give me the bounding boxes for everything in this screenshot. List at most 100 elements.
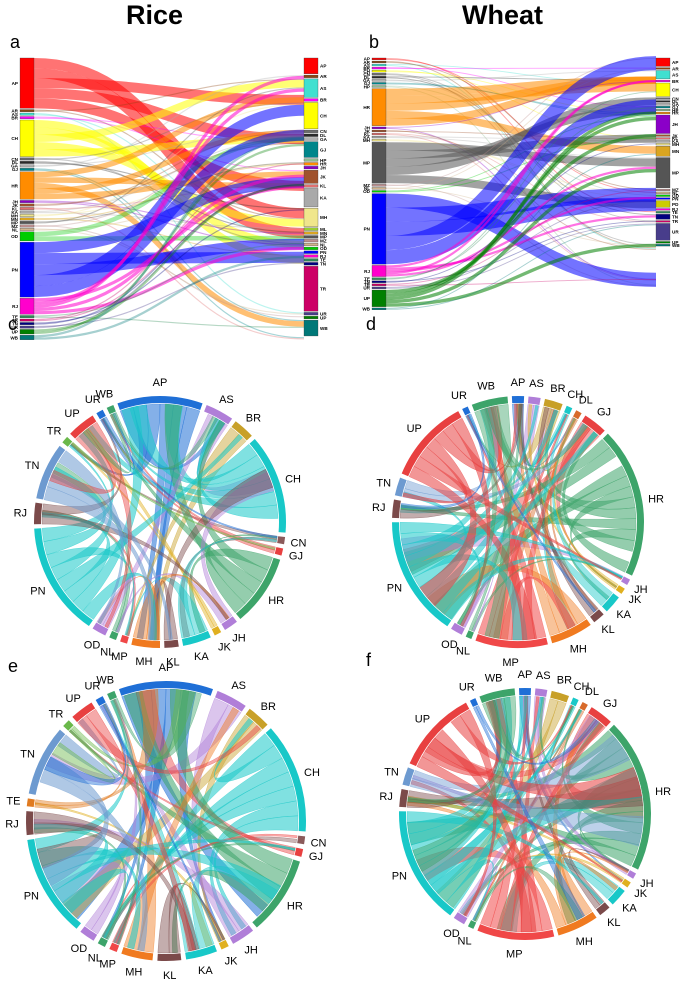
panel-letter-b: b	[369, 32, 379, 52]
node-left-tn	[371, 280, 387, 283]
node-label: KL	[364, 132, 370, 137]
chord-hr	[170, 688, 293, 874]
node-right-gj	[655, 106, 671, 109]
sector-tn	[402, 767, 415, 787]
node-left-mn	[19, 217, 35, 221]
sector-label: GJ	[597, 407, 611, 419]
sector-label: GJ	[309, 851, 323, 863]
node-label: UR	[672, 230, 679, 235]
node-label: TE	[12, 314, 18, 319]
node-right-mh	[303, 208, 319, 227]
chord-mp	[112, 833, 298, 944]
sector-label: CH	[285, 473, 301, 485]
rice-title: Rice	[126, 0, 184, 30]
chord-ur	[473, 706, 586, 921]
sector-as	[215, 690, 246, 712]
sector-label: CH	[574, 681, 590, 693]
chord-tn	[412, 734, 631, 793]
node-label: NL	[12, 227, 18, 232]
node-label: HR	[672, 111, 679, 116]
node-right-jk	[655, 134, 671, 137]
node-left-wb	[371, 307, 387, 310]
node-right-cn	[655, 97, 671, 100]
node-label: AR	[363, 60, 370, 65]
node-label: GJ	[364, 81, 371, 86]
sector-label: JK	[628, 594, 642, 606]
node-label: MN	[11, 217, 19, 222]
sector-jk	[621, 878, 631, 888]
sector-label: BR	[550, 383, 565, 395]
flow-rj	[33, 246, 305, 315]
node-label: OD	[672, 193, 680, 198]
sector-label: UP	[64, 408, 79, 420]
sector-hr	[235, 557, 281, 620]
sector-label: CN	[291, 538, 307, 550]
sector-ap	[118, 681, 214, 696]
node-right-ga	[655, 103, 671, 106]
flow-tr	[33, 163, 305, 321]
sector-label: NL	[456, 646, 470, 658]
sector-ka	[181, 630, 211, 646]
chord-jk	[527, 404, 617, 590]
sector-label: JK	[218, 641, 232, 653]
sankey-a: APARASBRCHCNDLGAGJHRJHJKKLKAMHMNMPMZNLOD…	[10, 57, 328, 340]
sector-rj	[34, 502, 43, 525]
sector-as	[534, 688, 548, 697]
chord-wb	[484, 404, 512, 639]
sector-label: JH	[232, 633, 246, 645]
sector-label: AS	[529, 378, 544, 390]
flow-pn	[385, 56, 657, 251]
node-right-kl	[655, 137, 671, 140]
node-right-mz	[303, 239, 319, 243]
flow-tn	[33, 184, 305, 325]
node-label: GA	[363, 78, 371, 83]
node-label: MN	[320, 231, 328, 236]
node-left-ar	[19, 109, 35, 112]
node-right-ar	[655, 67, 671, 70]
node-label: NL	[320, 242, 326, 247]
node-label: TR	[672, 219, 679, 224]
sector-label: UR	[84, 681, 100, 693]
sector-jh	[229, 925, 254, 944]
sector-label: PN	[24, 891, 39, 903]
node-right-nl	[655, 191, 671, 194]
node-label: UR	[320, 312, 327, 317]
sector-label: HR	[655, 786, 671, 798]
node-right-nl	[303, 243, 319, 247]
flow-pn	[385, 193, 657, 287]
sector-label: UR	[459, 682, 475, 694]
chord-pn	[406, 811, 604, 905]
sector-label: CN	[311, 837, 327, 849]
chord-up	[419, 438, 477, 607]
node-label: NL	[364, 186, 370, 191]
node-left-hr	[371, 88, 387, 126]
node-label: WB	[10, 335, 18, 340]
sector-label: JH	[244, 944, 258, 956]
node-left-mp	[19, 221, 35, 224]
sector-label: JK	[225, 956, 239, 968]
node-label: AP	[672, 60, 678, 65]
sector-label: OD	[71, 943, 88, 955]
node-left-tn	[19, 322, 35, 325]
sector-label: AS	[536, 670, 551, 682]
sector-nl	[109, 630, 119, 641]
node-right-mp	[655, 157, 671, 189]
node-right-od	[655, 194, 671, 197]
node-right-rj	[303, 254, 319, 258]
flow-mp	[33, 87, 305, 224]
node-right-dl	[303, 133, 319, 137]
sector-label: RJ	[372, 502, 385, 514]
node-label: KA	[11, 210, 18, 215]
node-label: KA	[363, 135, 370, 140]
sector-label: KA	[194, 651, 209, 663]
node-right-te	[655, 211, 671, 214]
sector-br	[543, 398, 563, 411]
node-left-ap	[371, 57, 387, 61]
sector-label: GJ	[289, 550, 303, 562]
node-right-mh	[655, 143, 671, 146]
flow-wb	[385, 224, 657, 310]
node-right-tn	[303, 262, 319, 266]
node-right-te	[303, 258, 319, 262]
chord-ur	[465, 414, 597, 613]
